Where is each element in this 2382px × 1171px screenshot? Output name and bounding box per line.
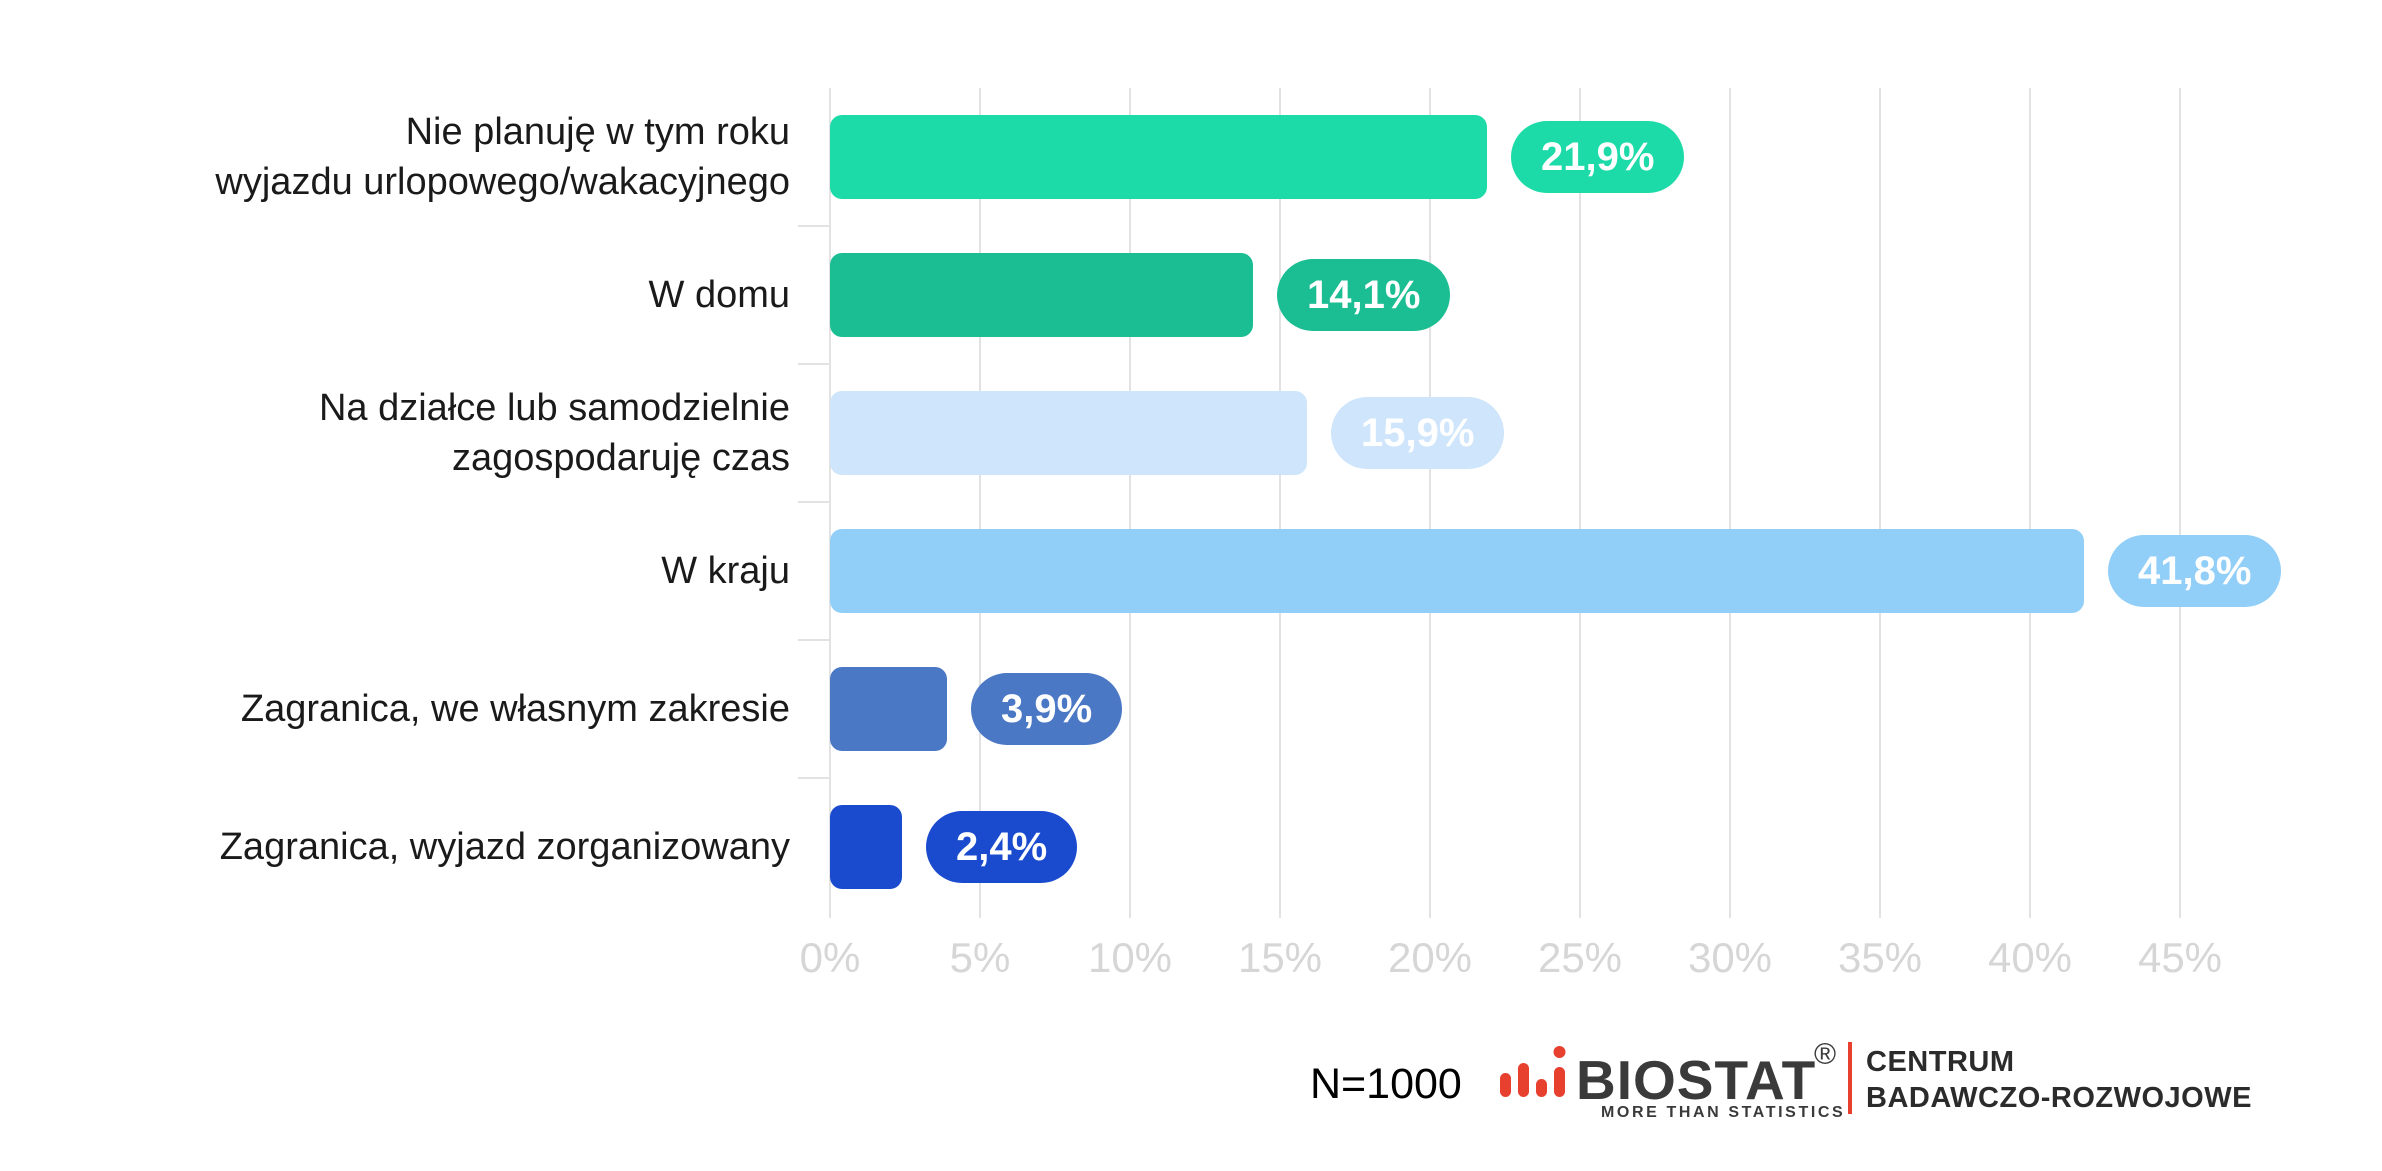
x-tick-label: 45% [2137,934,2223,981]
x-tick-label: 5% [949,934,1011,981]
gridline [1129,88,1131,918]
x-tick-label: 20% [1387,934,1473,981]
gridline [1429,88,1431,918]
bar [830,667,947,751]
biostat-bars-icon [1500,1046,1566,1097]
x-tick-label: 35% [1837,934,1923,981]
gridline [1879,88,1881,918]
gridline [2179,88,2181,918]
value-pill: 2,4% [926,811,1078,883]
bar [830,391,1307,475]
category-label: Zagranica, we własnym zakresie [240,688,790,730]
value-pill: 41,8% [2108,535,2282,607]
x-tick-label: 15% [1237,934,1323,981]
gridline [1579,88,1581,918]
y-axis-tick [798,501,830,503]
bar [830,253,1253,337]
y-axis-tick [798,639,830,641]
category-label: Zagranica, wyjazd zorganizowany [219,826,790,868]
y-axis-tick [798,225,830,227]
value-pill: 14,1% [1277,259,1451,331]
biostat-tagline: MORE THAN STATISTICS [1601,1104,1846,1121]
x-tick-label: 10% [1087,934,1173,981]
biostat-logo-text: BIOSTAT [1576,1049,1817,1111]
registered-trademark-icon: ® [1814,1038,1837,1071]
x-tick-label: 25% [1537,934,1623,981]
gridline [979,88,981,918]
value-pill: 15,9% [1331,397,1505,469]
category-label: Nie planuję w tym roku wyjazdu urlopowego… [215,111,790,203]
gridline [1279,88,1281,918]
logo-divider [1848,1042,1852,1114]
category-label: W domu [648,274,790,316]
org-name-line1: CENTRUM [1866,1046,2015,1078]
bar [830,529,2084,613]
bar [830,115,1487,199]
org-name-line2: BADAWCZO-ROZWOJOWE [1866,1082,2252,1114]
bar [830,805,902,889]
sample-size-label: N=1000 [1310,1060,1462,1108]
value-pill: 21,9% [1511,121,1685,193]
y-axis-tick [798,363,830,365]
gridline [829,88,831,918]
gridline [2029,88,2031,918]
y-axis-tick [798,777,830,779]
gridline [1729,88,1731,918]
x-tick-label: 30% [1687,934,1773,981]
x-tick-label: 40% [1987,934,2073,981]
category-label: Na działce lub samodzielnie zagospodaruję… [318,387,790,479]
category-label: W kraju [661,550,790,592]
x-tick-label: 0% [799,934,861,981]
value-pill: 3,9% [971,673,1123,745]
